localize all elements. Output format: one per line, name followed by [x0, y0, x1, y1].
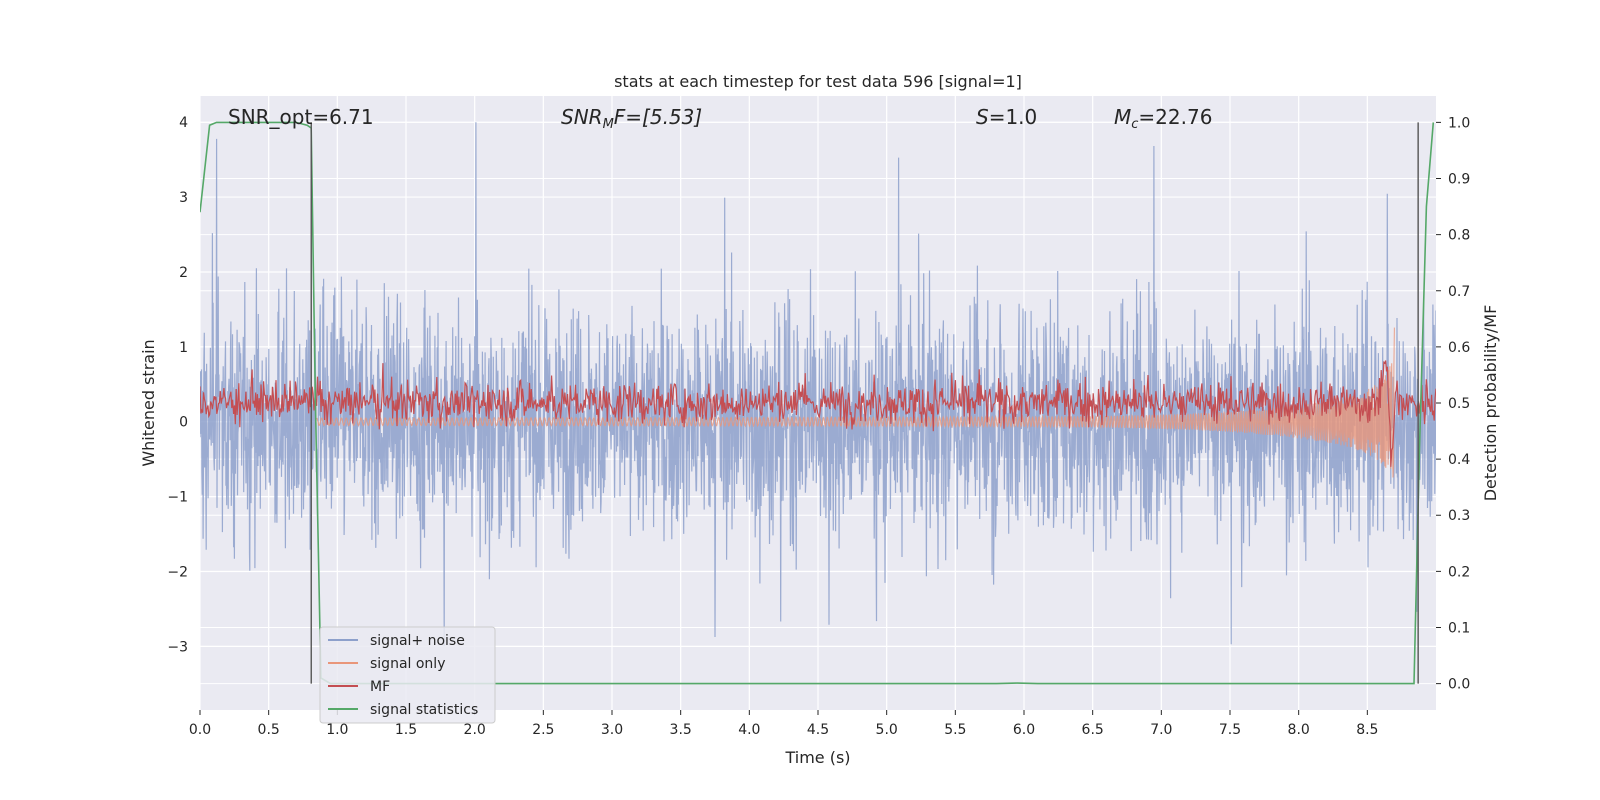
y-right-tick-label: 0.5	[1448, 396, 1470, 412]
series-signal-noise	[200, 122, 1436, 647]
annotation-s-tail: =1.0	[989, 105, 1038, 129]
y-left-tick-label: 0	[179, 415, 188, 431]
x-tick-label: 5.5	[944, 722, 966, 738]
legend-label-mf: MF	[370, 679, 390, 695]
y-right-tick-label: 0.2	[1448, 564, 1470, 580]
annotation-mc-main: M	[1114, 105, 1131, 129]
y-left-tick-label: −2	[167, 564, 188, 580]
y-right-tick-label: 0.7	[1448, 284, 1470, 300]
legend: signal+ noise signal only MF signal stat…	[319, 626, 496, 724]
y-right-tick-label: 0.3	[1448, 508, 1470, 524]
annotation-snr-opt: SNR_opt=6.71	[228, 105, 374, 129]
y-right-tick-label: 0.6	[1448, 340, 1470, 356]
x-tick-label: 7.5	[1219, 722, 1241, 738]
x-tick-label: 4.0	[738, 722, 760, 738]
y-right-tick-label: 0.4	[1448, 452, 1470, 468]
x-tick-label: 2.0	[464, 722, 486, 738]
x-axis-label: Time (s)	[784, 748, 850, 767]
legend-label-signal-noise: signal+ noise	[370, 633, 465, 649]
y-left-tick-label: −1	[167, 490, 188, 506]
y-right-tick-label: 0.0	[1448, 677, 1470, 693]
legend-box	[319, 626, 496, 724]
annotation-snr-mf: SNRMF=[5.53]	[561, 105, 702, 132]
annotation-s-main: S	[976, 105, 989, 129]
legend-label-signal-only: signal only	[370, 656, 445, 672]
annotation-s: S=1.0	[976, 105, 1037, 129]
x-axis-ticks: 0.0 0.5 1.0 1.5 2.0 2.5 3.0 3.5 4.0 4.5 5.0 5.5 6.0 6…	[189, 710, 1378, 738]
x-tick-label: 1.0	[326, 722, 348, 738]
annotation-snr-mf-main: SNR	[561, 105, 603, 129]
x-tick-label: 0.5	[258, 722, 280, 738]
x-tick-label: 6.0	[1013, 722, 1035, 738]
y-right-tick-label: 0.1	[1448, 620, 1470, 636]
x-tick-label: 7.0	[1150, 722, 1172, 738]
x-tick-label: 6.5	[1082, 722, 1104, 738]
y-axis-right-label: Detection probability/MF	[1481, 305, 1500, 502]
series-signal-only	[316, 327, 1395, 478]
y-right-tick-label: 1.0	[1448, 115, 1470, 131]
annotation-snr-mf-tail: F=[5.53]	[614, 105, 702, 129]
y-left-tick-label: 3	[179, 190, 188, 206]
y-left-tick-label: −3	[167, 639, 188, 655]
legend-label-signal-statistics: signal statistics	[370, 702, 478, 718]
annotation-mc-tail: =22.76	[1138, 105, 1212, 129]
x-tick-label: 0.0	[189, 722, 211, 738]
series-mf	[200, 360, 1436, 467]
x-tick-label: 2.5	[532, 722, 554, 738]
y-axis-left-label: Whitened strain	[139, 339, 158, 466]
x-tick-label: 1.5	[395, 722, 417, 738]
y-left-tick-label: 4	[179, 115, 188, 131]
y-right-tick-label: 0.9	[1448, 172, 1470, 188]
x-tick-label: 8.0	[1288, 722, 1310, 738]
x-tick-label: 5.0	[876, 722, 898, 738]
y-right-tick-label: 0.8	[1448, 228, 1470, 244]
y-left-tick-label: 1	[179, 340, 188, 356]
y-left-tick-label: 2	[179, 265, 188, 281]
y-axis-right-ticks: 0.0 0.1 0.2 0.3 0.4 0.5 0.6 0.7 0.8 0.9 1.0	[1436, 115, 1470, 693]
annotation-mc: Mc=22.76	[1114, 105, 1212, 132]
x-tick-label: 4.5	[807, 722, 829, 738]
x-tick-label: 3.0	[601, 722, 623, 738]
annotation-snr-mf-sub: M	[603, 117, 614, 132]
annotation-mc-sub: c	[1131, 117, 1138, 132]
chart-title: stats at each timestep for test data 596…	[614, 72, 1022, 91]
x-tick-label: 3.5	[670, 722, 692, 738]
y-axis-left-ticks: −3 −2 −1 0 1 2 3 4	[167, 115, 188, 655]
x-tick-label: 8.5	[1356, 722, 1378, 738]
